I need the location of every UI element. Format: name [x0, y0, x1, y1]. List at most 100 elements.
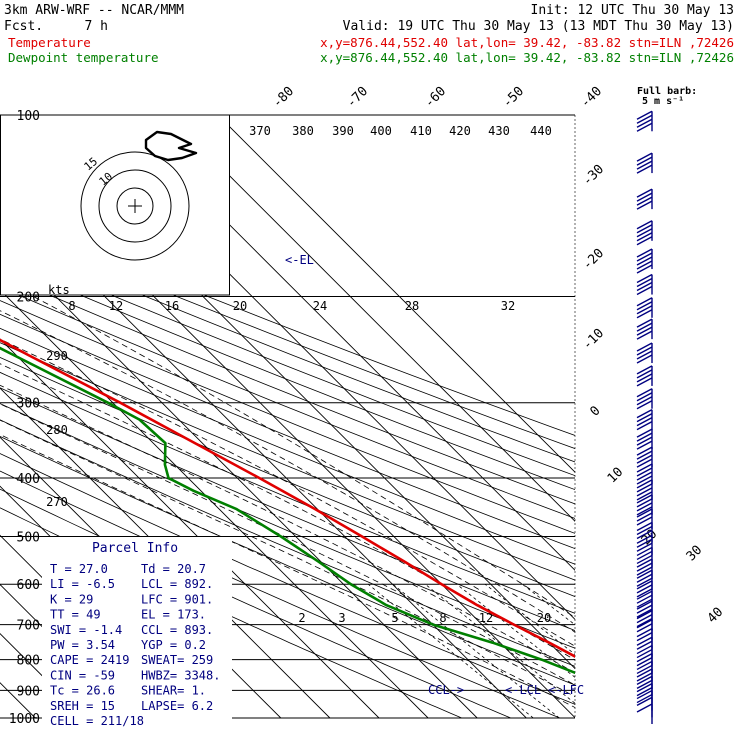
dry-adiabat-line	[0, 313, 575, 550]
speed-tick-label: 8	[68, 299, 75, 313]
parcel-info-right: Td = 20.7	[141, 562, 206, 576]
wind-barb-flag	[636, 566, 653, 576]
speed-tick-label: 16	[165, 299, 179, 313]
pressure-label: 300	[17, 397, 40, 412]
wind-barb-flag	[636, 450, 653, 460]
dry-adiabat-line	[0, 235, 575, 463]
isotherm-label: -80	[270, 84, 297, 111]
wind-barb-flag	[636, 554, 653, 565]
wind-barb-flag	[636, 580, 653, 590]
lcl-annotation: <-LCL	[505, 683, 541, 697]
wind-barb-flag	[636, 542, 653, 552]
isotherm-line	[168, 115, 575, 522]
wind-barb-flag	[636, 297, 653, 307]
dry-adiabat-line	[0, 356, 575, 597]
theta-label: 380	[292, 124, 314, 138]
wind-barb-flag	[636, 373, 653, 383]
wind-barb-flag	[636, 277, 653, 288]
wind-barb	[636, 318, 653, 340]
barb-legend-line1: Full barb:	[637, 86, 697, 97]
wind-barb-flag	[636, 224, 653, 234]
wind-barb-flag	[636, 164, 653, 174]
model-title: 3km ARW-WRF -- NCAR/MMM	[4, 3, 184, 18]
pressure-label: 800	[17, 654, 40, 669]
theta-label: 410	[410, 124, 432, 138]
dry-adiabat-line	[0, 260, 575, 491]
wind-barb-flag	[636, 346, 653, 356]
parcel-info-right: SWEAT= 259	[141, 653, 213, 667]
wind-barb	[636, 110, 653, 132]
wind-barb-flag	[636, 617, 653, 628]
wind-barb-flag	[636, 494, 653, 504]
dry-adiabat-line	[0, 403, 575, 649]
wind-barb-flag	[636, 693, 653, 704]
parcel-info-left: SWI = -1.4	[50, 623, 122, 637]
wind-barb-flag	[636, 608, 653, 618]
parcel-info-title: Parcel Info	[92, 541, 178, 556]
isotherm-label: -60	[422, 84, 449, 111]
dry-adiabat-line	[0, 286, 575, 519]
wind-barb-flag	[636, 432, 653, 442]
wind-barb-flag	[636, 301, 653, 311]
valid-time: Valid: 19 UTC Thu 30 May 13 (13 MDT Thu …	[343, 19, 734, 34]
wind-barb-flag	[636, 584, 653, 594]
wind-barb-flag	[636, 648, 653, 659]
wind-barb-flag	[636, 330, 653, 340]
dry-adiabat-line	[0, 223, 575, 450]
wind-barb-flag	[636, 446, 653, 456]
wind-barb-flag	[636, 538, 653, 548]
wind-barb-flag	[636, 598, 653, 608]
wind-barb-flag	[636, 664, 653, 675]
wind-barb-flag	[636, 696, 653, 706]
wind-barb-flag	[636, 502, 653, 512]
legend-dewpoint-location: x,y=876.44,552.40 lat,lon= 39.42, -83.82…	[320, 50, 734, 65]
wind-barb-flag	[636, 252, 653, 262]
wind-barb-flag	[636, 525, 653, 536]
dewpoint-curve	[0, 346, 575, 675]
parcel-info-right: HWBZ= 3348.	[141, 668, 220, 682]
wind-barb-flag	[636, 483, 653, 493]
wind-barb-flag	[636, 260, 653, 270]
parcel-info-left: CIN = -59	[50, 668, 115, 682]
dry-adiabat-line	[0, 371, 575, 614]
wind-barb-flag	[636, 377, 653, 387]
temperature-curve	[0, 338, 575, 658]
wind-barb-flag	[636, 479, 653, 489]
wind-barb-flag	[636, 160, 653, 170]
dry-adiabat-line	[0, 247, 575, 477]
wind-barb	[636, 152, 653, 174]
el-annotation: <-EL	[285, 253, 314, 267]
wind-barb-flag	[636, 569, 653, 579]
wind-barb-flag	[636, 421, 653, 431]
pressure-label: 500	[17, 530, 40, 545]
wind-barb-flag	[636, 309, 653, 319]
moist-adiabat-line	[33, 296, 575, 618]
isotherm-label: 40	[705, 605, 727, 627]
wind-barb-flag	[636, 232, 653, 242]
isotherm-line	[0, 240, 478, 718]
wind-barb	[636, 220, 653, 246]
parcel-info-right: CCL = 893.	[141, 623, 213, 637]
wind-barb	[636, 446, 653, 468]
wind-barb-flag	[636, 508, 653, 518]
wind-barb-flag	[636, 668, 653, 678]
parcel-info-right: EL = 173.	[141, 608, 206, 622]
dry-adiabat-line	[0, 453, 575, 705]
wind-barb-flag	[636, 653, 653, 663]
theta-label: 370	[249, 124, 271, 138]
parcel-info-left: TT = 49	[50, 608, 101, 622]
wind-barb-flag	[636, 322, 653, 332]
wind-barb-flag	[636, 644, 653, 655]
wind-barb-flag	[636, 703, 653, 713]
wind-barb-flag	[636, 636, 653, 646]
wind-barb-flag	[636, 594, 653, 604]
wind-barb-flag	[636, 248, 653, 258]
wind-barb-flag	[636, 521, 653, 532]
isotherm-label: -20	[580, 246, 607, 273]
speed-units-label: kts	[48, 283, 70, 297]
wind-barb-flag	[636, 236, 653, 246]
wind-barb-flag	[636, 196, 653, 206]
parcel-info-left: CAPE = 2419	[50, 653, 129, 667]
wind-barb-flag	[636, 388, 653, 398]
wind-barb-flag	[636, 220, 653, 230]
